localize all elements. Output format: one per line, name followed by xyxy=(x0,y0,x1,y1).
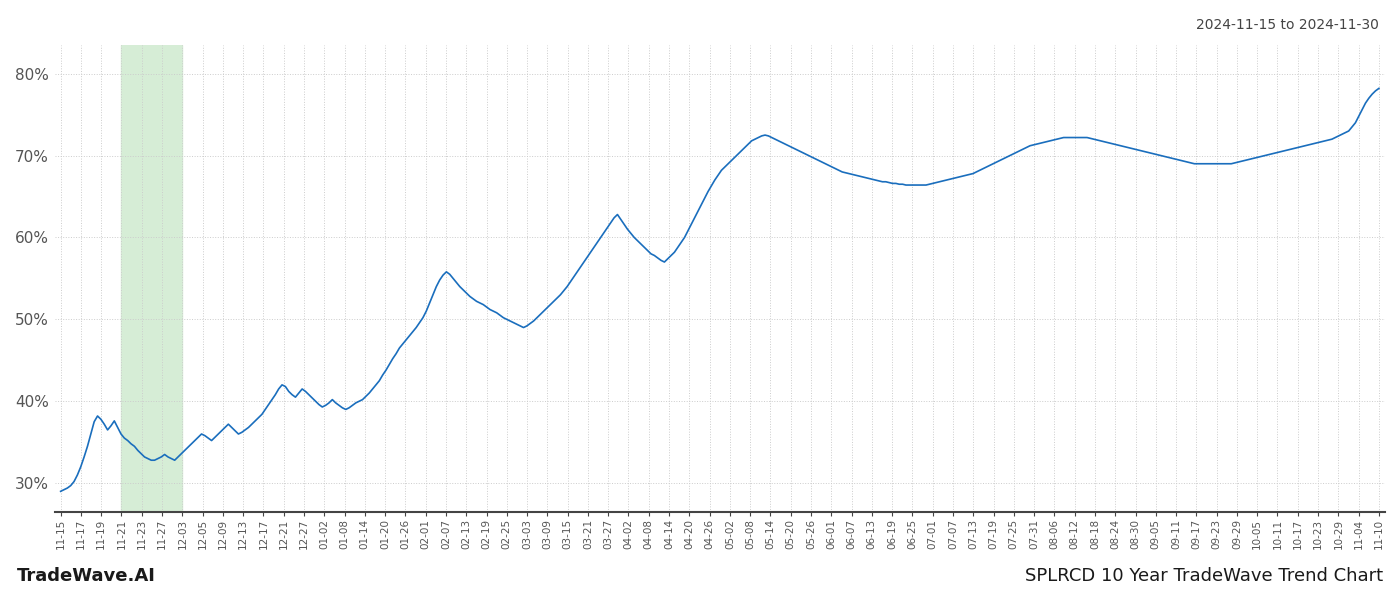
Bar xyxy=(122,45,182,512)
Text: TradeWave.AI: TradeWave.AI xyxy=(17,567,155,585)
Text: SPLRCD 10 Year TradeWave Trend Chart: SPLRCD 10 Year TradeWave Trend Chart xyxy=(1025,567,1383,585)
Text: 2024-11-15 to 2024-11-30: 2024-11-15 to 2024-11-30 xyxy=(1196,18,1379,32)
